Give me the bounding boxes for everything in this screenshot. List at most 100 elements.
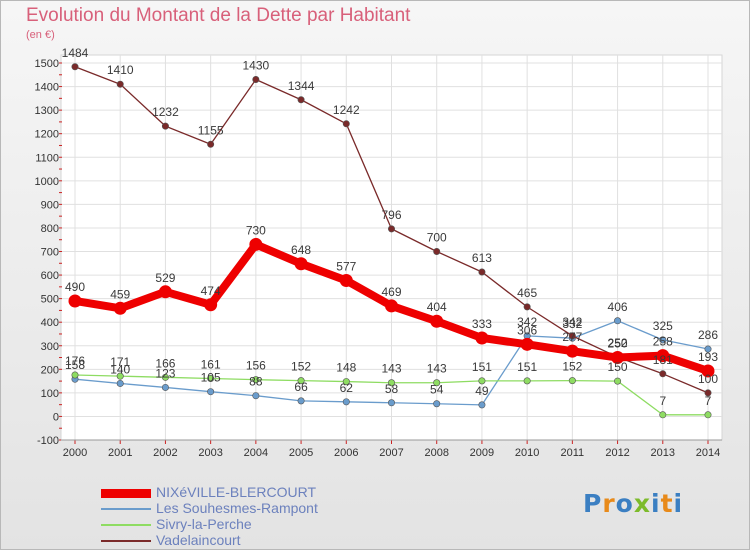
data-label-sivry-la-perche: 152 — [291, 360, 311, 374]
y-tick-label: 900 — [41, 199, 59, 211]
data-point-les-souhesmes-rampont — [297, 397, 305, 405]
data-label-vadelaincourt: 1155 — [198, 123, 224, 137]
y-tick-label: 800 — [41, 223, 59, 235]
legend-swatch — [101, 524, 151, 526]
data-point-vadelaincourt — [207, 140, 215, 148]
data-point-nix-ville-blercourt — [656, 349, 670, 363]
data-point-les-souhesmes-rampont — [704, 345, 712, 353]
y-tick-label: 500 — [41, 294, 59, 306]
data-label-vadelaincourt: 1344 — [288, 79, 315, 93]
data-label-vadelaincourt: 1410 — [107, 63, 134, 77]
data-label-nix-ville-blercourt: 529 — [155, 271, 175, 285]
data-point-sivry-la-perche — [704, 411, 712, 419]
data-point-vadelaincourt — [342, 120, 350, 128]
y-tick-label: 1000 — [35, 176, 59, 188]
data-point-vadelaincourt — [478, 268, 486, 276]
data-point-vadelaincourt — [71, 63, 79, 71]
data-point-nix-ville-blercourt — [294, 257, 308, 271]
data-point-vadelaincourt — [704, 389, 712, 397]
data-point-sivry-la-perche — [433, 379, 441, 387]
data-point-nix-ville-blercourt — [113, 301, 127, 315]
x-tick-label: 2002 — [153, 447, 177, 459]
data-label-nix-ville-blercourt: 258 — [653, 335, 673, 349]
data-label-sivry-la-perche: 150 — [608, 360, 628, 374]
data-label-les-souhesmes-rampont: 140 — [110, 362, 130, 376]
data-point-nix-ville-blercourt — [430, 314, 444, 328]
y-tick-label: 400 — [41, 317, 59, 329]
data-label-les-souhesmes-rampont: 66 — [294, 380, 308, 394]
data-point-nix-ville-blercourt — [611, 351, 625, 365]
data-label-les-souhesmes-rampont: 158 — [65, 358, 85, 372]
data-point-sivry-la-perche — [523, 377, 531, 385]
logo-letter: x — [633, 489, 651, 518]
data-point-vadelaincourt — [659, 370, 667, 378]
data-label-les-souhesmes-rampont: 406 — [608, 300, 628, 314]
data-point-les-souhesmes-rampont — [478, 401, 486, 409]
data-label-vadelaincourt: 100 — [698, 372, 718, 386]
data-point-les-souhesmes-rampont — [433, 400, 441, 408]
data-label-sivry-la-perche: 151 — [472, 360, 492, 374]
data-point-vadelaincourt — [252, 75, 260, 83]
legend-swatch — [101, 488, 151, 498]
y-tick-label: 1500 — [35, 58, 59, 70]
data-label-nix-ville-blercourt: 474 — [201, 284, 221, 298]
logo-letter: i — [651, 489, 661, 518]
y-tick-label: 1300 — [35, 105, 59, 117]
data-label-nix-ville-blercourt: 648 — [291, 243, 311, 257]
y-tick-label: 1400 — [35, 82, 59, 94]
data-label-sivry-la-perche: 166 — [155, 356, 175, 370]
legend-swatch — [101, 508, 151, 510]
data-label-nix-ville-blercourt: 250 — [608, 337, 628, 351]
data-label-vadelaincourt: 342 — [562, 315, 582, 329]
data-point-vadelaincourt — [161, 122, 169, 130]
x-tick-label: 2009 — [470, 447, 494, 459]
logo-letter: i — [673, 489, 684, 518]
data-point-sivry-la-perche — [478, 377, 486, 385]
logo-letter: t — [660, 489, 674, 518]
y-tick-label: 200 — [41, 364, 59, 376]
data-point-nix-ville-blercourt — [701, 364, 715, 378]
data-label-vadelaincourt: 796 — [381, 208, 401, 222]
data-label-les-souhesmes-rampont: 325 — [653, 319, 673, 333]
data-point-nix-ville-blercourt — [68, 294, 82, 308]
data-point-sivry-la-perche — [387, 379, 395, 387]
data-label-vadelaincourt: 1430 — [243, 58, 270, 72]
data-label-nix-ville-blercourt: 333 — [472, 317, 492, 331]
x-tick-label: 2004 — [244, 447, 268, 459]
x-tick-label: 2013 — [651, 447, 675, 459]
x-tick-label: 2011 — [561, 447, 585, 459]
data-point-vadelaincourt — [433, 248, 441, 256]
data-label-sivry-la-perche: 161 — [201, 358, 221, 372]
data-label-les-souhesmes-rampont: 88 — [249, 375, 263, 389]
chart-title: Evolution du Montant de la Dette par Hab… — [26, 5, 411, 26]
data-label-vadelaincourt: 613 — [472, 251, 492, 265]
data-label-les-souhesmes-rampont: 342 — [517, 315, 537, 329]
data-point-les-souhesmes-rampont — [659, 336, 667, 344]
data-point-les-souhesmes-rampont — [252, 392, 260, 400]
data-label-les-souhesmes-rampont: 123 — [155, 366, 175, 380]
data-label-sivry-la-perche: 156 — [246, 359, 266, 373]
data-label-nix-ville-blercourt: 577 — [336, 259, 356, 273]
legend-item: Les Souhesmes-Rampont — [101, 500, 401, 517]
data-label-nix-ville-blercourt: 490 — [65, 280, 85, 294]
data-label-sivry-la-perche: 7 — [659, 394, 666, 408]
data-label-vadelaincourt: 252 — [608, 336, 628, 350]
data-point-nix-ville-blercourt — [475, 331, 489, 345]
data-point-sivry-la-perche — [161, 373, 169, 381]
data-point-sivry-la-perche — [252, 376, 260, 384]
legend-item: Sivry-la-Perche — [101, 516, 401, 533]
data-point-nix-ville-blercourt — [249, 237, 263, 251]
data-label-vadelaincourt: 181 — [653, 353, 673, 367]
data-label-les-souhesmes-rampont: 62 — [340, 381, 354, 395]
x-tick-label: 2005 — [289, 447, 313, 459]
data-point-nix-ville-blercourt — [520, 337, 534, 351]
x-tick-label: 2006 — [334, 447, 358, 459]
data-label-nix-ville-blercourt: 193 — [698, 350, 718, 364]
legend-swatch — [101, 540, 151, 542]
data-label-sivry-la-perche: 143 — [427, 362, 447, 376]
data-label-sivry-la-perche: 148 — [336, 361, 356, 375]
data-label-les-souhesmes-rampont: 286 — [698, 328, 718, 342]
logo-letter: r — [602, 489, 616, 518]
data-point-nix-ville-blercourt — [204, 298, 218, 312]
